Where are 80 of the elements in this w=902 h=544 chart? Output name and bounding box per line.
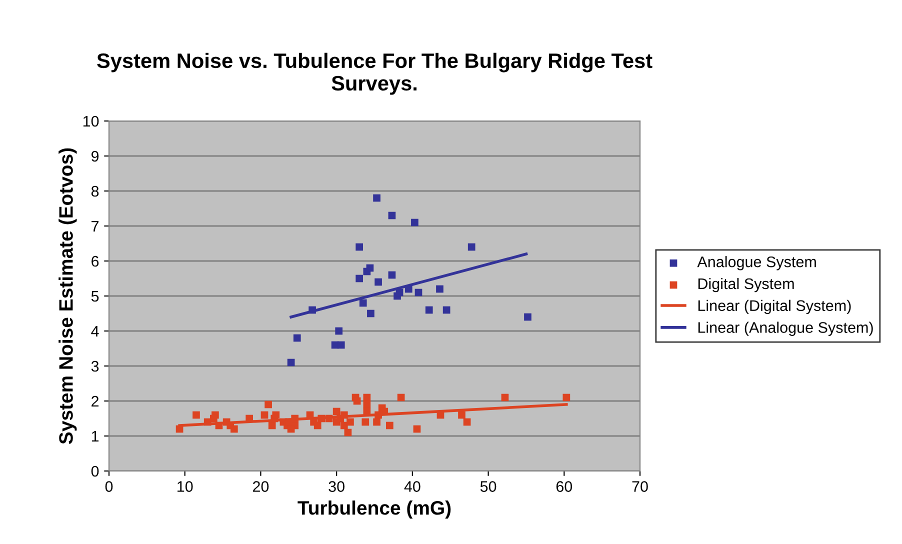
point [463,418,471,426]
point [260,411,268,419]
y-tick-label: 0 [91,466,99,477]
point [388,271,396,279]
point [363,394,371,402]
point [436,285,444,293]
point [363,408,371,416]
y-tick-label: 9 [92,150,99,162]
point [397,394,405,402]
point [524,313,532,321]
point [264,400,272,408]
point [215,422,223,430]
x-tick-label: 30 [328,481,344,492]
y-axis-title: System Noise Estimate (Eotvos) [58,148,77,444]
point [332,408,340,416]
point [268,422,276,430]
x-tick-label: 0 [105,481,113,492]
x-tick-label: 70 [632,481,648,492]
point [373,194,380,202]
point [411,218,418,226]
point [293,334,301,342]
point [308,306,316,314]
point [314,422,322,430]
legend-label: Analogue System [697,256,816,270]
x-tick-label: 20 [252,481,269,492]
point [210,414,218,422]
point [340,411,348,419]
x-tick-label: 60 [556,481,572,492]
point [562,394,570,402]
y-tick-label: 3 [91,360,99,372]
point [501,394,509,402]
point [291,414,299,422]
point [396,288,404,296]
point [335,327,343,335]
point [287,425,295,433]
point [353,397,361,405]
point [337,341,345,349]
point [325,414,333,422]
y-tick-label: 1 [92,431,99,442]
point [362,418,370,426]
y-tick-label: 7 [92,221,99,232]
point [192,411,200,419]
x-tick-label: 50 [480,481,496,492]
point [230,425,238,433]
point [373,418,380,426]
y-tick-label: 4 [91,326,99,337]
point [367,310,374,318]
point [366,264,374,272]
point [374,278,382,286]
point [363,400,371,408]
point [404,285,412,293]
point [458,411,466,419]
point [344,428,352,436]
point [442,306,450,314]
x-axis-title: Turbulence (mG) [298,500,451,519]
point [287,358,295,366]
point [425,306,433,314]
point [388,212,396,220]
y-tick-label: 10 [83,116,99,127]
legend-label: Linear (Analogue System) [698,322,873,336]
y-tick-label: 6 [92,256,99,267]
point [413,425,421,433]
point [359,299,367,307]
point [468,243,476,251]
x-tick-label: 10 [178,481,193,492]
point [356,243,364,251]
point [318,414,326,422]
point [414,288,422,296]
legend-label: Linear (Digital System) [698,300,851,314]
point [386,422,394,430]
y-tick-label: 2 [92,396,99,407]
point [176,425,184,433]
point [356,274,364,282]
point [272,411,280,419]
y-tick-label: 5 [91,291,99,302]
x-tick-label: 40 [404,481,420,492]
y-tick-label: 8 [91,186,99,197]
chart-title: System Noise vs. Tubulence For The Bulgary Ridge Test Surveys. [97,52,652,95]
point [346,418,354,426]
legend-label: Digital System [698,278,794,292]
